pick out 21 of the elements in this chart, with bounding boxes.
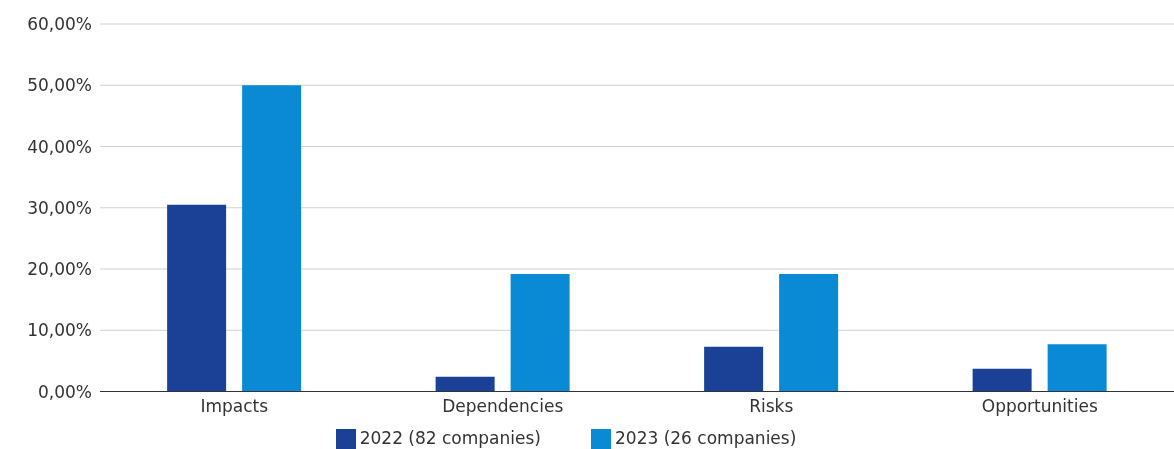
bar (510, 273, 570, 392)
y-tick-label: 40,00% (27, 136, 92, 157)
bar (704, 346, 764, 392)
y-tick-label: 50,00% (27, 75, 92, 96)
y-tick-label: 20,00% (27, 259, 92, 280)
x-tick-label: Risks (749, 395, 794, 416)
y-tick-label: 0,00% (37, 381, 92, 402)
bar (779, 273, 839, 392)
y-tick-label: 10,00% (27, 320, 92, 341)
x-tick-label: Opportunities (981, 395, 1098, 416)
bar (1047, 344, 1107, 392)
x-tick-label: Dependencies (442, 395, 564, 416)
bar (242, 85, 302, 392)
y-tick-label: 30,00% (27, 197, 92, 218)
y-tick-label: 60,00% (27, 14, 92, 35)
x-tick-label: Impacts (200, 395, 269, 416)
bar (972, 368, 1032, 392)
legend-label: 2022 (82 companies) (359, 427, 541, 448)
bar (167, 204, 227, 392)
legend-label: 2023 (26 companies) (615, 427, 797, 448)
bar (435, 376, 495, 392)
